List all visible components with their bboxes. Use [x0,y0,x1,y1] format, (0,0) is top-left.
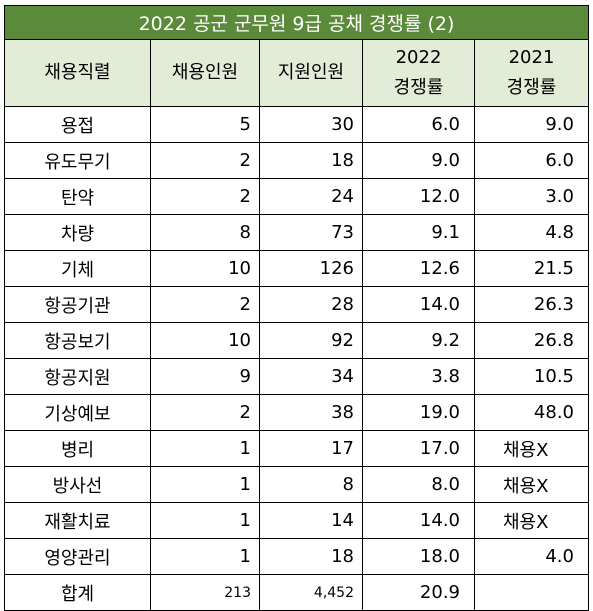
hire-count: 5 [150,106,260,143]
applicant-count: 34 [259,358,363,395]
table-row: 병리 1 17 17.0 채용X [4,430,589,467]
rate-2022: 12.0 [362,178,475,215]
table-title: 2022 공군 군무원 9급 공채 경쟁률 (2) [4,5,589,40]
rate-2021: 9.0 [474,106,589,143]
header-position: 채용직렬 [4,39,151,107]
total-row: 합계 213 4,452 20.9 [4,574,589,611]
applicant-count: 38 [259,394,363,431]
position-name: 방사선 [4,466,151,503]
rate-2021: 6.0 [474,142,589,179]
table-row: 방사선 1 8 8.0 채용X [4,466,589,503]
rate-2022: 9.2 [362,322,475,359]
rate-2022: 3.8 [362,358,475,395]
position-name: 용접 [4,106,151,143]
total-rate-2021 [474,574,589,611]
hire-count: 8 [150,214,260,251]
table-row: 기체 10 126 12.6 21.5 [4,250,589,287]
hire-count: 9 [150,358,260,395]
rate-2021: 채용X [474,466,589,503]
table-row: 용접 5 30 6.0 9.0 [4,106,589,143]
hire-count: 10 [150,250,260,287]
table-row: 영양관리 1 18 18.0 4.0 [4,538,589,575]
table-row: 항공보기 10 92 9.2 26.8 [4,322,589,359]
header-rate-2021: 2021 경쟁률 [474,39,589,107]
position-name: 유도무기 [4,142,151,179]
applicant-count: 14 [259,502,363,539]
position-name: 항공보기 [4,322,151,359]
total-hire-count: 213 [150,574,260,611]
total-label: 합계 [4,574,151,611]
table-row: 유도무기 2 18 9.0 6.0 [4,142,589,179]
rate-2021: 3.0 [474,178,589,215]
rate-2022: 8.0 [362,466,475,503]
hire-count: 1 [150,466,260,503]
rate-2022: 6.0 [362,106,475,143]
rate-2022: 9.0 [362,142,475,179]
header-rate-2022: 2022 경쟁률 [362,39,475,107]
title-row: 2022 공군 군무원 9급 공채 경쟁률 (2) [4,5,589,40]
rate-2022: 14.0 [362,502,475,539]
header-rate-2022-label: 경쟁률 [393,77,444,98]
applicant-count: 126 [259,250,363,287]
applicant-count: 18 [259,538,363,575]
competition-rate-table: 2022 공군 군무원 9급 공채 경쟁률 (2) 채용직렬 채용인원 지원인원… [4,5,589,611]
rate-2022: 18.0 [362,538,475,575]
table-row: 차량 8 73 9.1 4.8 [4,214,589,251]
applicant-count: 28 [259,286,363,323]
rate-2021: 4.8 [474,214,589,251]
hire-count: 1 [150,430,260,467]
rate-2021: 48.0 [474,394,589,431]
rate-2022: 19.0 [362,394,475,431]
hire-count: 10 [150,322,260,359]
position-name: 차량 [4,214,151,251]
rate-2022: 12.6 [362,250,475,287]
header-rate-2021-year: 2021 [508,47,555,68]
header-row: 채용직렬 채용인원 지원인원 2022 경쟁률 2021 경쟁률 [4,39,589,107]
position-name: 재활치료 [4,502,151,539]
table-row: 항공지원 9 34 3.8 10.5 [4,358,589,395]
hire-count: 2 [150,394,260,431]
table-row: 기상예보 2 38 19.0 48.0 [4,394,589,431]
applicant-count: 17 [259,430,363,467]
rate-2021: 26.8 [474,322,589,359]
total-rate-2022: 20.9 [362,574,475,611]
applicant-count: 8 [259,466,363,503]
hire-count: 1 [150,502,260,539]
rate-2022: 17.0 [362,430,475,467]
rate-2021: 21.5 [474,250,589,287]
rate-2021: 4.0 [474,538,589,575]
table-row: 항공기관 2 28 14.0 26.3 [4,286,589,323]
hire-count: 2 [150,286,260,323]
header-hire-count: 채용인원 [150,39,260,107]
header-rate-2021-label: 경쟁률 [506,77,557,98]
applicant-count: 18 [259,142,363,179]
applicant-count: 73 [259,214,363,251]
page: 2022 공군 군무원 9급 공채 경쟁률 (2) 채용직렬 채용인원 지원인원… [4,5,589,611]
position-name: 영양관리 [4,538,151,575]
table-row: 재활치료 1 14 14.0 채용X [4,502,589,539]
position-name: 기체 [4,250,151,287]
rate-2022: 9.1 [362,214,475,251]
table-row: 탄약 2 24 12.0 3.0 [4,178,589,215]
rate-2021: 채용X [474,502,589,539]
total-applicant-count: 4,452 [259,574,363,611]
rate-2022: 14.0 [362,286,475,323]
applicant-count: 30 [259,106,363,143]
rate-2021: 채용X [474,430,589,467]
applicant-count: 24 [259,178,363,215]
rate-2021: 10.5 [474,358,589,395]
position-name: 항공기관 [4,286,151,323]
rate-2021: 26.3 [474,286,589,323]
position-name: 탄약 [4,178,151,215]
hire-count: 2 [150,142,260,179]
position-name: 항공지원 [4,358,151,395]
hire-count: 1 [150,538,260,575]
position-name: 기상예보 [4,394,151,431]
header-applicant-count: 지원인원 [259,39,363,107]
header-rate-2022-year: 2022 [395,47,442,68]
applicant-count: 92 [259,322,363,359]
hire-count: 2 [150,178,260,215]
position-name: 병리 [4,430,151,467]
table-body: 용접 5 30 6.0 9.0 유도무기 2 18 9.0 6.0 탄약 2 24 12.0 3.0 차량 8 7… [4,106,589,611]
